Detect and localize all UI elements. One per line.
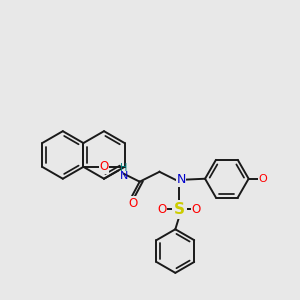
- Text: N: N: [120, 171, 128, 181]
- Text: N: N: [176, 173, 186, 186]
- Text: O: O: [99, 160, 109, 173]
- Text: O: O: [158, 203, 167, 216]
- Text: O: O: [259, 174, 267, 184]
- Text: O: O: [128, 197, 137, 210]
- Text: H: H: [120, 163, 127, 173]
- Text: O: O: [191, 203, 201, 216]
- Text: S: S: [174, 202, 185, 217]
